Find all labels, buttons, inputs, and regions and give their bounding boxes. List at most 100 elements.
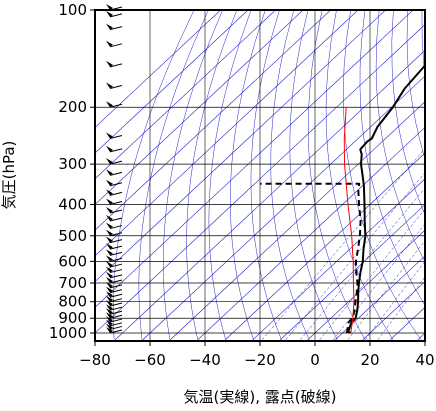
wind-barb [106, 295, 123, 303]
isotherm-line [95, 10, 221, 128]
wind-barb [106, 40, 123, 48]
wind-barb-staff [109, 225, 123, 230]
wind-barb [106, 206, 123, 214]
wind-barb [106, 327, 123, 334]
wind-barb-staff [109, 329, 123, 334]
dry-adiabat [375, 10, 425, 263]
wind-barb-staff [109, 171, 123, 176]
profiles [260, 63, 425, 334]
y-tick-label: 200 [58, 98, 87, 116]
isotherm-line [389, 306, 425, 341]
isotherm-line [279, 204, 425, 341]
x-tick-label: −80 [79, 351, 111, 369]
isotherm-line [95, 10, 249, 154]
wind-barb-flag [106, 158, 113, 165]
wind-barb [106, 23, 123, 31]
wind-barb-flag [106, 249, 113, 256]
wind-barb-flag [106, 286, 113, 293]
mixing-ratio-line [262, 148, 425, 340]
wind-barb-flag [106, 319, 113, 326]
wind-barb [106, 308, 123, 315]
dry-adiabat [250, 10, 282, 340]
wind-barb-flag [106, 10, 113, 17]
wind-barb-flag [106, 243, 113, 250]
x-tick-label: 20 [360, 351, 379, 369]
wind-barb [106, 276, 123, 284]
y-tick-label: 900 [58, 309, 87, 327]
wind-barb [106, 300, 123, 307]
x-tick-label: 0 [310, 351, 320, 369]
wind-barb-flag [106, 4, 113, 10]
wind-barb-staff [109, 302, 123, 307]
grid [95, 9, 425, 341]
temperature-line [347, 63, 425, 334]
wind-barb [106, 101, 123, 108]
background-lines [95, 10, 425, 341]
wind-barb-flag [106, 255, 113, 262]
isotherm-line [252, 178, 425, 341]
dry-adiabat [325, 10, 394, 340]
y-tick-label: 300 [58, 155, 87, 173]
isotherm-line [417, 332, 425, 341]
wind-barb-flag [106, 169, 113, 176]
wind-barb-flag [106, 132, 113, 139]
mixing-ratio-line [333, 223, 425, 340]
wind-barb-flag [106, 281, 113, 288]
isotherm-line [95, 10, 331, 231]
isotherm-line [95, 10, 386, 283]
wind-barb-staff [109, 257, 123, 262]
dry-adiabat [186, 10, 238, 340]
x-tick-label: −20 [244, 351, 276, 369]
wind-barb [106, 304, 123, 311]
wind-barb-flag [106, 295, 113, 302]
wind-barb [106, 229, 123, 237]
dry-adiabat [289, 10, 338, 340]
wind-barb [106, 249, 123, 256]
wind-barb-flag [106, 266, 113, 273]
reference_line-line [343, 107, 355, 334]
isotherm-line [334, 255, 425, 341]
wind-barb-flag [106, 101, 113, 108]
y-tick-label: 500 [58, 227, 87, 245]
wind-barb-staff [109, 269, 123, 274]
x-tick-label: 40 [415, 351, 434, 369]
dry-adiabat [406, 10, 425, 160]
wind-barb [106, 271, 123, 279]
wind-barb-flag [106, 40, 113, 47]
wind-barb-staff [109, 26, 123, 31]
dry-adiabat [270, 10, 310, 340]
wind-barb-flag [106, 291, 113, 298]
wind-barb-flag [106, 179, 113, 186]
wind-barb-flag [106, 261, 113, 268]
wind-barb-flag [106, 276, 113, 283]
wind-barb-flag [106, 82, 113, 89]
wind-barb-staff [109, 209, 123, 214]
x-axis-title: 気温(実線), 露点(破線) [184, 388, 337, 406]
wind-barb-flag [106, 236, 113, 243]
wind-barb-staff [109, 63, 123, 68]
wind-barb-flag [106, 222, 113, 229]
wind-barb [106, 319, 123, 327]
wind-barb-flag [106, 206, 113, 213]
wind-barb-flag [106, 198, 113, 205]
wind-barb-staff [109, 284, 123, 289]
wind-barb [106, 132, 123, 140]
dry-adiabat [230, 10, 266, 340]
wind-barb [106, 214, 123, 222]
wind-barb-flag [106, 60, 113, 67]
wind-barb-staff [109, 13, 123, 18]
wind-barb-staff [109, 239, 123, 244]
wind-barb-staff [109, 103, 123, 108]
wind-barb-staff [109, 293, 123, 298]
wind-barb-staff [109, 263, 123, 268]
isotherm-line [169, 101, 425, 341]
wind-barb-staff [109, 310, 123, 315]
wind-barb [106, 189, 123, 196]
wind-barb [106, 60, 123, 68]
wind-barb-flag [106, 229, 113, 236]
y-tick-label: 100 [58, 1, 87, 19]
wind-barbs [106, 4, 123, 334]
isotherm-line [114, 49, 425, 341]
wind-barb [106, 10, 123, 18]
